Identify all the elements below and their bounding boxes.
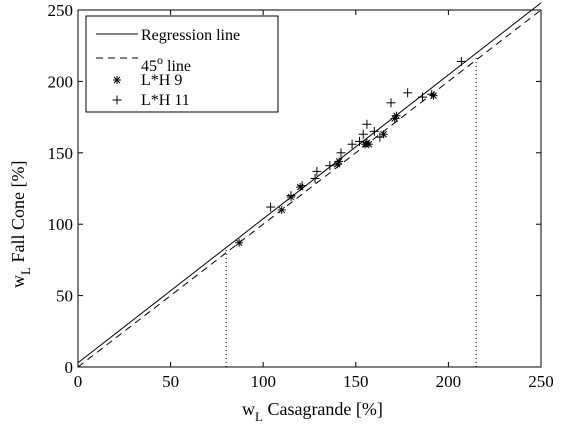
lh11-point: [369, 126, 379, 136]
y-axis-label-rest: Fall Cone [%]: [8, 161, 28, 267]
lh9-point: [335, 157, 344, 166]
lh9-point: [235, 238, 244, 247]
lh11-point: [358, 129, 368, 139]
lh11-point: [286, 191, 296, 201]
y-axis-label-sub: L: [18, 267, 33, 275]
lh9-point: [296, 183, 305, 192]
x-axis-tick-labels: 0 50 100 150 200 250: [74, 372, 554, 391]
lh11-point: [355, 136, 365, 146]
lh11-point: [362, 119, 372, 129]
y-axis-ticks: [78, 9, 541, 368]
x-axis-label-rest: Casagrande [%]: [263, 399, 383, 419]
y-tick-label: 150: [48, 144, 74, 163]
lh11-point: [266, 202, 276, 212]
lh11-point: [312, 166, 322, 176]
diagonal-45-line: [77, 9, 542, 368]
lh11-point: [347, 139, 357, 149]
x-axis-ticks: [77, 10, 542, 367]
x-axis-label-main: w: [242, 399, 255, 419]
legend-lh11-label: L*H 11: [141, 92, 190, 109]
x-axis-label: wL Casagrande [%]: [242, 399, 383, 424]
y-axis-label-main: w: [8, 275, 28, 288]
lh9-point: [379, 130, 388, 139]
y-tick-label: 50: [56, 287, 73, 306]
x-tick-label: 200: [436, 372, 462, 391]
legend: Regression line 45o line L*H 9 L*H 11: [85, 15, 279, 113]
lh11-point: [456, 56, 466, 66]
legend-45-degree: o: [157, 53, 163, 67]
legend-plus-icon: [112, 95, 122, 105]
x-tick-label: 250: [528, 372, 554, 391]
x-axis-label-sub: L: [255, 409, 263, 424]
legend-lh9-label: L*H 9: [141, 72, 182, 89]
lh11-point: [417, 92, 427, 102]
lh9-point: [429, 91, 438, 100]
x-tick-label: 0: [74, 372, 83, 391]
lh11-point: [310, 174, 320, 184]
y-axis-label: wL Fall Cone [%]: [8, 161, 33, 288]
y-tick-label: 0: [65, 358, 74, 377]
lh9-point: [392, 111, 401, 120]
lh11-point: [336, 148, 346, 158]
y-tick-label: 200: [48, 72, 74, 91]
lh11-point: [427, 89, 437, 99]
lh11-point: [325, 161, 335, 171]
legend-45-label: 45o line: [141, 53, 191, 75]
lh11-point: [297, 181, 307, 191]
series-lh11-markers: [266, 56, 466, 212]
y-tick-label: 250: [48, 1, 74, 20]
y-tick-label: 100: [48, 215, 74, 234]
legend-asterisk-icon: [113, 76, 121, 84]
lh9-point: [277, 205, 286, 214]
lh11-point: [386, 98, 396, 108]
lh11-point: [375, 132, 385, 142]
x-tick-label: 150: [343, 372, 369, 391]
legend-regression-label: Regression line: [141, 27, 240, 44]
regression-line: [77, 2, 542, 364]
legend-lh11-marker: [112, 95, 122, 105]
x-tick-label: 100: [250, 372, 276, 391]
legend-45-number: 45: [141, 58, 157, 75]
y-axis-tick-labels: 0 50 100 150 200 250: [48, 1, 74, 377]
lh11-point: [403, 88, 413, 98]
lh9-point: [364, 140, 373, 149]
legend-45-suffix: line: [163, 58, 191, 75]
legend-box: [85, 15, 279, 113]
legend-lh9-marker: [113, 76, 121, 84]
x-tick-label: 50: [162, 372, 179, 391]
